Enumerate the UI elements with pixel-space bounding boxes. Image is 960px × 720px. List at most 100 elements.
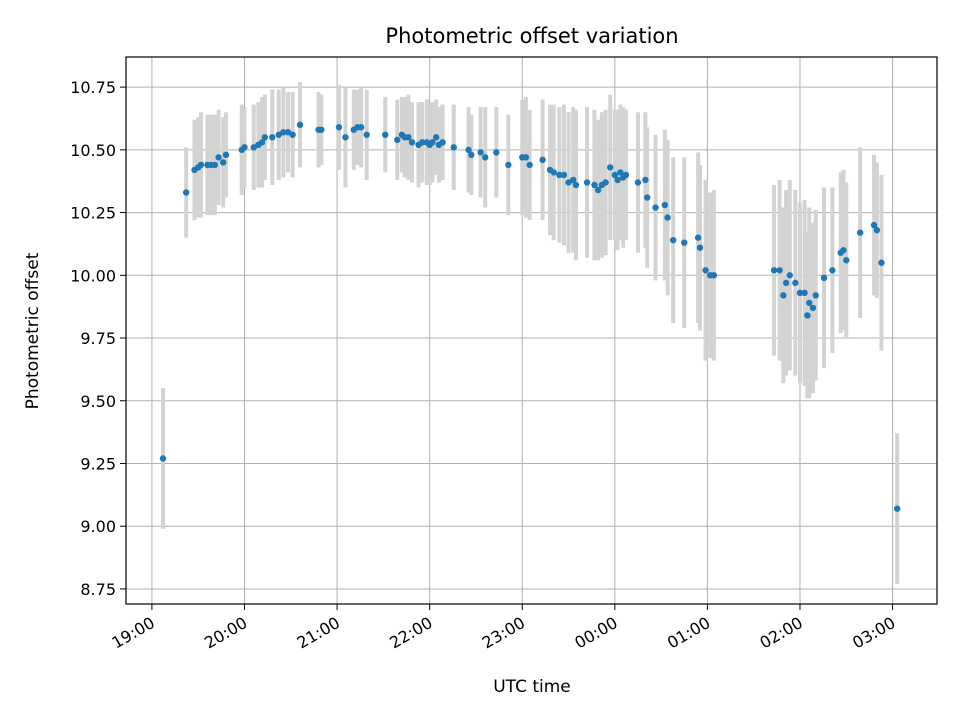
- data-point: [318, 126, 325, 133]
- data-point: [710, 272, 718, 279]
- y-tick-label: 10.50: [70, 141, 116, 160]
- y-tick-label: 9.50: [80, 392, 116, 411]
- plot-frame: [125, 56, 938, 605]
- data-point: [482, 154, 489, 161]
- data-point: [792, 279, 799, 287]
- data-point: [241, 144, 248, 151]
- data-point: [843, 257, 850, 264]
- data-point: [644, 194, 651, 201]
- data-point: [432, 134, 440, 141]
- data-point: [820, 274, 828, 282]
- data-point: [505, 161, 512, 169]
- y-axis-label: Photometric offset: [23, 252, 43, 409]
- data-point: [439, 139, 446, 146]
- data-point: [661, 201, 669, 209]
- data-point: [394, 136, 401, 144]
- data-point: [522, 154, 530, 161]
- x-tick-label: 01:00: [664, 613, 713, 653]
- data-point: [539, 156, 546, 164]
- data-point: [159, 455, 167, 462]
- data-point: [560, 171, 568, 179]
- data-point: [893, 505, 901, 512]
- data-point: [215, 154, 222, 161]
- data-point: [829, 267, 836, 274]
- y-axis-ticks: 8.75 9.00 9.25 9.50 9.75 10.00 10.25 10.50 10.75: [70, 78, 126, 599]
- data-point: [801, 289, 808, 297]
- data-point: [569, 176, 577, 184]
- data-point: [840, 247, 847, 254]
- data-point: [652, 204, 659, 211]
- data-point: [809, 304, 817, 312]
- data-point: [606, 164, 614, 171]
- data-point: [669, 236, 677, 244]
- x-tick-label: 22:00: [386, 613, 435, 653]
- y-tick-label: 9.00: [80, 517, 116, 536]
- data-point: [269, 134, 276, 141]
- data-point: [782, 279, 790, 287]
- data-point: [878, 259, 885, 266]
- data-point: [634, 179, 642, 186]
- data-point: [776, 267, 783, 274]
- data-point: [594, 186, 602, 194]
- data-point: [261, 134, 269, 141]
- data-point: [222, 151, 230, 159]
- y-tick-label: 9.75: [80, 329, 116, 348]
- data-point: [450, 144, 457, 151]
- data-point: [405, 134, 412, 141]
- data-point: [429, 139, 436, 146]
- data-point: [642, 176, 649, 184]
- y-tick-label: 10.75: [70, 78, 116, 97]
- data-point: [786, 272, 793, 279]
- data-point: [856, 229, 864, 236]
- x-tick-label: 20:00: [201, 613, 250, 653]
- data-point: [873, 226, 881, 234]
- data-point: [419, 139, 426, 146]
- data-point: [258, 139, 266, 146]
- data-point: [468, 151, 475, 159]
- data-point: [363, 131, 370, 138]
- data-point: [335, 124, 343, 131]
- data-point: [408, 139, 416, 146]
- data-point: [477, 149, 484, 156]
- data-point: [796, 289, 804, 297]
- x-tick-label: 03:00: [849, 613, 898, 653]
- y-tick-label: 10.00: [70, 266, 116, 285]
- data-point: [211, 161, 219, 169]
- chart-title: Photometric offset variation: [385, 24, 678, 48]
- data-point: [583, 179, 591, 186]
- data-point: [806, 299, 813, 307]
- data-point: [694, 234, 702, 241]
- data-point: [572, 181, 580, 189]
- data-point: [681, 239, 688, 246]
- data-point: [197, 161, 205, 169]
- data-point: [664, 214, 671, 221]
- x-tick-label: 23:00: [479, 613, 528, 653]
- data-point: [696, 244, 704, 251]
- data-point: [493, 149, 500, 156]
- data-point: [526, 161, 533, 169]
- data-point: [780, 292, 787, 299]
- y-tick-label: 10.25: [70, 204, 116, 223]
- data-point: [591, 181, 598, 189]
- x-axis-ticks: 19:00 20:00 21:00 22:00 23:00 00:00 01:00 02:00…: [108, 604, 899, 653]
- data-point: [702, 267, 709, 274]
- data-point: [622, 171, 630, 179]
- data-points: [159, 121, 901, 512]
- data-point: [357, 124, 365, 131]
- data-point: [465, 146, 472, 154]
- x-tick-label: 02:00: [757, 613, 806, 653]
- data-point: [556, 171, 563, 179]
- data-point: [804, 312, 811, 319]
- x-tick-label: 00:00: [571, 613, 620, 653]
- data-point: [342, 134, 349, 141]
- data-point: [602, 179, 609, 186]
- data-point: [280, 129, 287, 136]
- data-point: [611, 171, 619, 179]
- y-tick-label: 8.75: [80, 580, 116, 599]
- data-point: [382, 131, 389, 138]
- data-point: [614, 176, 621, 184]
- data-point: [220, 159, 227, 166]
- errorbars: [161, 82, 900, 584]
- data-point: [812, 292, 819, 299]
